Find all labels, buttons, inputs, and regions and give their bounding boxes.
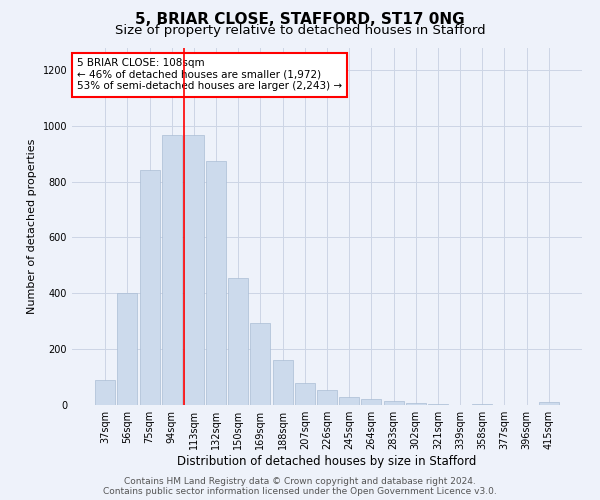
Bar [95, 380, 115, 405]
Bar [118, 294, 137, 405]
Bar [472, 404, 492, 405]
Bar [295, 382, 315, 405]
Y-axis label: Number of detached properties: Number of detached properties [27, 138, 37, 314]
Bar [140, 170, 160, 405]
Text: Size of property relative to detached houses in Stafford: Size of property relative to detached ho… [115, 24, 485, 37]
Text: 5 BRIAR CLOSE: 108sqm
← 46% of detached houses are smaller (1,972)
53% of semi-d: 5 BRIAR CLOSE: 108sqm ← 46% of detached … [77, 58, 342, 92]
Bar [406, 403, 426, 405]
Bar [228, 278, 248, 405]
Bar [184, 136, 204, 405]
Bar [272, 360, 293, 405]
X-axis label: Distribution of detached houses by size in Stafford: Distribution of detached houses by size … [178, 455, 476, 468]
Bar [339, 396, 359, 405]
Bar [428, 404, 448, 405]
Text: 5, BRIAR CLOSE, STAFFORD, ST17 0NG: 5, BRIAR CLOSE, STAFFORD, ST17 0NG [135, 12, 465, 28]
Bar [250, 322, 271, 405]
Bar [162, 136, 182, 405]
Text: Contains HM Land Registry data © Crown copyright and database right 2024.
Contai: Contains HM Land Registry data © Crown c… [103, 476, 497, 496]
Bar [206, 160, 226, 405]
Bar [383, 401, 404, 405]
Bar [361, 400, 382, 405]
Bar [317, 390, 337, 405]
Bar [539, 402, 559, 405]
